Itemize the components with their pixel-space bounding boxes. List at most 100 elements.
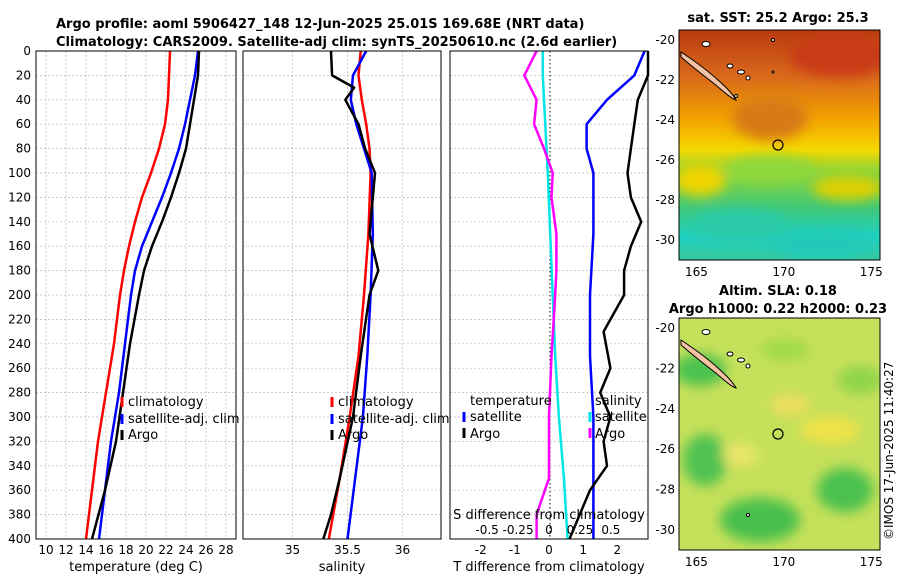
salinity-grid xyxy=(243,50,441,540)
difference-series-t-satellite xyxy=(585,50,646,539)
ytick-label: 0 xyxy=(23,44,31,58)
t-difference-label: T difference from climatology xyxy=(452,560,645,575)
latitude-label: -24 xyxy=(655,402,675,416)
xtick-label: 10 xyxy=(38,543,53,557)
longitude-label: 165 xyxy=(685,555,708,569)
salinity-diff-legend: salinity satellite Argo xyxy=(588,394,647,442)
latitude-label: -20 xyxy=(655,321,675,335)
ytick-label: 220 xyxy=(8,312,31,326)
legend-label-s-argo: Argo xyxy=(595,427,625,442)
legend-label-argo: Argo xyxy=(128,428,158,443)
ytick-label: 120 xyxy=(8,190,31,204)
sst-map-frame xyxy=(678,29,881,261)
latitude-label: -20 xyxy=(655,33,675,47)
legend-label-t-argo: Argo xyxy=(470,427,500,442)
latitude-label: -22 xyxy=(655,361,675,375)
s-tick-label: -0.25 xyxy=(503,523,534,537)
depth-tick-labels: 0 20 40 60 80 100 120 140 160 180 200 220 240 260 280 3… xyxy=(8,44,31,546)
loyalty-islands xyxy=(701,38,775,98)
s-tick-label: 0.5 xyxy=(601,523,620,537)
ytick-label: 80 xyxy=(16,142,31,156)
sla-longitude-labels: 165 170 175 xyxy=(685,555,883,569)
longitude-label: 175 xyxy=(860,555,883,569)
figure-title-line1: Argo profile: aoml 5906427_148 12-Jun-20… xyxy=(56,17,584,32)
temperature-legend: climatology satellite-adj. clim Argo xyxy=(120,395,240,443)
ytick-label: 400 xyxy=(8,532,31,546)
sst-map-title: sat. SST: 25.2 Argo: 25.3 xyxy=(687,11,868,26)
salinity-xlabel: salinity xyxy=(319,560,366,575)
temperature-series-climatology xyxy=(84,50,172,540)
difference-series-t-argo xyxy=(568,51,650,540)
t-tick-label: 2 xyxy=(613,543,621,557)
legend-title-temperature: temperature xyxy=(470,394,552,409)
t-tick-label: -1 xyxy=(509,543,521,557)
temperature-diff-legend: temperature satellite Argo xyxy=(462,394,552,442)
xtick-label: 12 xyxy=(58,543,73,557)
salinity-frame xyxy=(242,50,442,540)
legend-label-climatology: climatology xyxy=(128,395,204,410)
ytick-label: 240 xyxy=(8,337,31,351)
latitude-label: -30 xyxy=(655,233,675,247)
s-tick-label: 0.25 xyxy=(567,523,594,537)
t-difference-tick-labels: -2 -1 0 1 2 xyxy=(475,543,621,557)
longitude-label: 165 xyxy=(685,265,708,279)
imos-credit: ©IMOS 17-Jun-2025 11:40:27 xyxy=(882,362,896,540)
salinity-lines xyxy=(322,50,380,540)
temperature-series-satellite-adj--clim xyxy=(97,50,200,540)
new-caledonia-island xyxy=(680,51,737,101)
temperature-series-argo xyxy=(90,50,201,540)
temperature-frame xyxy=(35,50,237,540)
legend-label-t-satellite: satellite xyxy=(470,410,522,425)
s-difference-tick-labels: -0.5 -0.25 0 0.25 0.5 xyxy=(475,523,620,537)
ytick-label: 160 xyxy=(8,239,31,253)
longitude-label: 175 xyxy=(860,265,883,279)
ytick-label: 360 xyxy=(8,483,31,497)
s-tick-label: 0 xyxy=(545,523,553,537)
ytick-label: 320 xyxy=(8,434,31,448)
ytick-label: 140 xyxy=(8,215,31,229)
difference-frame xyxy=(449,50,649,540)
temperature-panel: 10 12 14 16 18 20 22 24 26 28 0 20 40 60 80 100 120 140 1… xyxy=(8,44,240,575)
salinity-legend: climatology satellite-adj. clim Argo xyxy=(330,395,450,443)
salinity-series-argo xyxy=(322,50,380,540)
xtick-label: 22 xyxy=(158,543,173,557)
latitude-label: -26 xyxy=(655,442,675,456)
ytick-label: 300 xyxy=(8,410,31,424)
xtick-label: 36 xyxy=(395,543,410,557)
xtick-label: 26 xyxy=(198,543,213,557)
latitude-label: -24 xyxy=(655,113,675,127)
salinity-series-climatology xyxy=(327,50,372,540)
xtick-label: 14 xyxy=(78,543,93,557)
sla-map-frame xyxy=(678,317,881,551)
s-tick-label: -0.5 xyxy=(475,523,498,537)
ytick-label: 340 xyxy=(8,459,31,473)
legend-title-salinity: salinity xyxy=(595,394,642,409)
difference-series-s-satellite xyxy=(541,51,569,540)
difference-lines xyxy=(523,50,650,540)
sla-map-title-line2: Argo h1000: 0.22 h2000: 0.23 xyxy=(669,302,887,317)
ytick-label: 40 xyxy=(16,93,31,107)
xtick-label: 35.5 xyxy=(334,543,361,557)
latitude-label: -30 xyxy=(655,523,675,537)
sst-longitude-labels: 165 170 175 xyxy=(685,265,883,279)
temperature-xtick-labels: 10 12 14 16 18 20 22 24 26 28 xyxy=(38,543,233,557)
sst-field xyxy=(679,30,880,260)
temperature-grid xyxy=(36,50,236,540)
legend-label-satellite: satellite-adj. clim xyxy=(128,412,240,427)
s-difference-label: S difference from climatology xyxy=(453,508,645,523)
ytick-label: 260 xyxy=(8,361,31,375)
sst-map-panel: sat. SST: 25.2 Argo: 25.3 xyxy=(655,11,883,279)
legend-label-climatology: climatology xyxy=(338,395,414,410)
latitude-label: -28 xyxy=(655,193,675,207)
xtick-label: 16 xyxy=(98,543,113,557)
longitude-label: 170 xyxy=(772,555,795,569)
xtick-label: 18 xyxy=(118,543,133,557)
sla-map-panel: Altim. SLA: 0.18 Argo h1000: 0.22 h2000:… xyxy=(655,284,887,569)
ytick-label: 60 xyxy=(16,117,31,131)
difference-panel: -2 -1 0 1 2 -0.5 -0.25 0 0.25 0.5 S difference f… xyxy=(449,50,650,575)
difference-series-s-argo xyxy=(523,50,558,539)
legend-label-argo: Argo xyxy=(338,428,368,443)
sla-latitude-labels: -20 -22 -24 -26 -28 -30 xyxy=(655,321,675,537)
xtick-label: 20 xyxy=(138,543,153,557)
